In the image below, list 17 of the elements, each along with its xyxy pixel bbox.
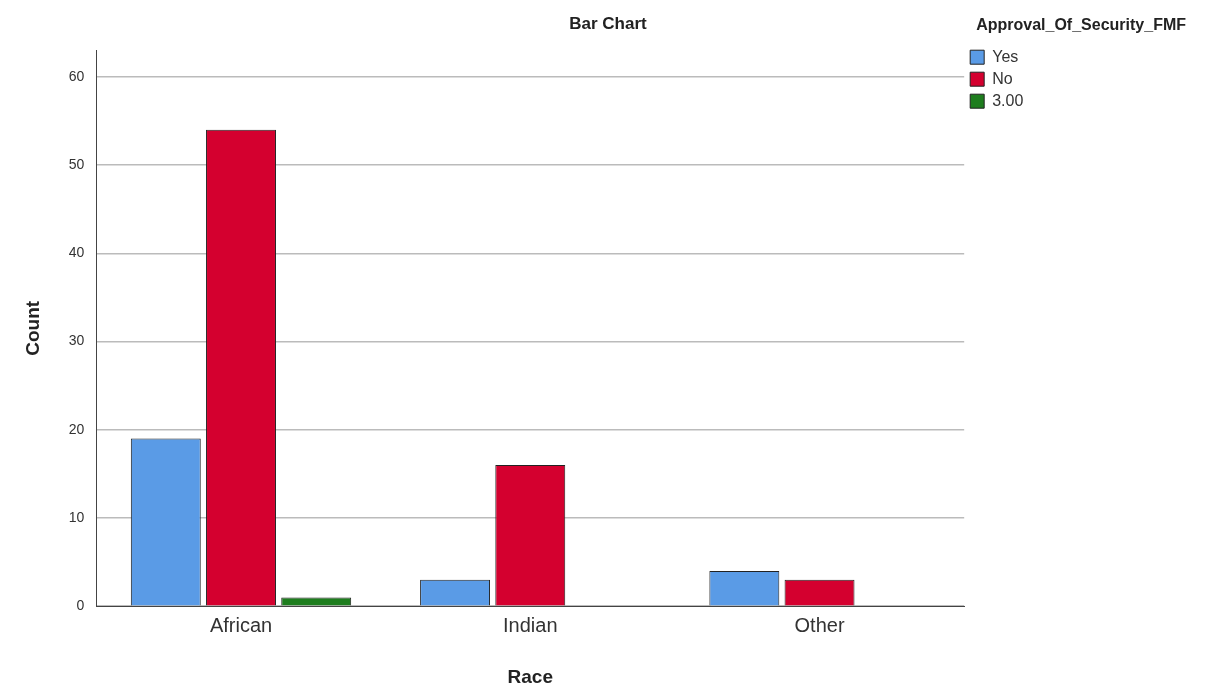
y-axis-title: Count xyxy=(21,300,43,356)
y-tick-label: 50 xyxy=(68,155,85,172)
x-tick-label: Other xyxy=(794,613,845,636)
chart-title: Bar Chart xyxy=(569,13,648,33)
legend-title: Approval_Of_Security_FMF xyxy=(976,16,1187,34)
y-tick-label: 20 xyxy=(68,420,85,437)
x-axis-title: Race xyxy=(507,665,553,687)
y-tick-label: 10 xyxy=(68,508,85,525)
legend-label: 3.00 xyxy=(992,91,1024,109)
legend-label: Yes xyxy=(992,47,1019,65)
y-tick-label: 40 xyxy=(68,244,85,261)
x-tick-label: Indian xyxy=(503,613,558,636)
y-tick-label: 0 xyxy=(76,597,85,614)
y-tick-label: 30 xyxy=(68,332,85,349)
legend-label: No xyxy=(992,69,1013,87)
y-tick-label: 60 xyxy=(68,67,85,84)
x-tick-label: African xyxy=(209,613,273,636)
